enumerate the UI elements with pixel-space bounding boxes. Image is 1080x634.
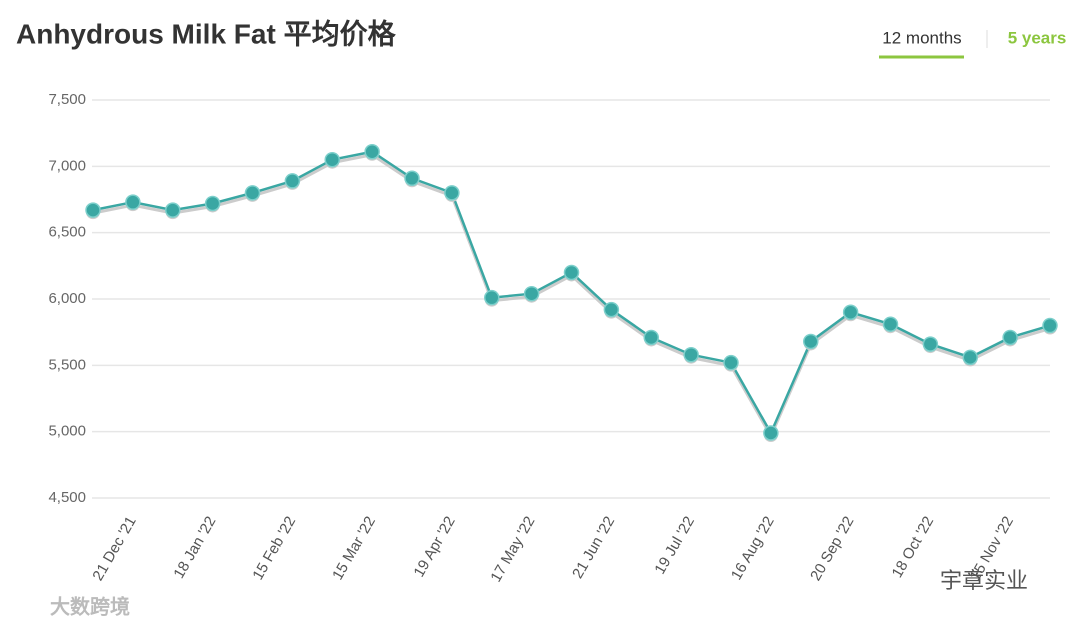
data-point bbox=[404, 170, 420, 187]
data-point bbox=[244, 185, 261, 201]
x-tick-label: 15 Feb '22 bbox=[249, 513, 299, 582]
data-point bbox=[324, 151, 340, 168]
data-point bbox=[444, 185, 460, 201]
data-point bbox=[523, 285, 540, 302]
data-point bbox=[563, 264, 580, 281]
y-tick-label: 4,500 bbox=[48, 489, 86, 506]
data-point bbox=[643, 329, 659, 346]
y-tick-label: 6,000 bbox=[48, 290, 86, 307]
data-point bbox=[683, 346, 699, 363]
data-point bbox=[922, 336, 939, 352]
data-point bbox=[603, 301, 620, 318]
x-tick-label: 15 Mar '22 bbox=[329, 513, 379, 582]
data-point bbox=[763, 425, 779, 441]
x-tick-label: 20 Sep '22 bbox=[807, 513, 857, 583]
data-point bbox=[364, 143, 380, 160]
data-point bbox=[85, 202, 101, 218]
tab[interactable]: 12 months bbox=[882, 28, 961, 47]
data-point bbox=[165, 202, 181, 218]
data-point bbox=[803, 333, 819, 350]
x-tick-label: 21 Dec '21 bbox=[89, 513, 139, 583]
watermark: 大数跨境 bbox=[50, 594, 130, 618]
y-tick-label: 7,000 bbox=[48, 157, 86, 174]
data-point bbox=[1002, 329, 1018, 346]
y-tick-label: 6,500 bbox=[48, 224, 86, 241]
data-point bbox=[882, 316, 899, 332]
data-point bbox=[204, 195, 221, 212]
y-tick-label: 5,000 bbox=[48, 423, 86, 440]
data-point bbox=[723, 354, 739, 371]
chart-title: Anhydrous Milk Fat 平均价格 bbox=[16, 18, 397, 49]
x-tick-label: 18 Oct '22 bbox=[889, 513, 938, 580]
x-tick-label: 17 May '22 bbox=[487, 513, 538, 585]
x-tick-label: 16 Aug '22 bbox=[728, 513, 778, 583]
y-tick-label: 7,500 bbox=[48, 91, 86, 108]
data-point bbox=[842, 304, 859, 321]
data-point bbox=[962, 349, 978, 366]
data-point bbox=[284, 173, 301, 189]
data-line bbox=[92, 150, 1051, 436]
data-point bbox=[484, 289, 500, 306]
tab[interactable]: 5 years bbox=[1008, 28, 1067, 47]
data-point bbox=[1042, 317, 1058, 334]
data-point bbox=[125, 194, 141, 210]
x-tick-label: 21 Jun '22 bbox=[569, 513, 618, 581]
x-tick-label: 19 Jul '22 bbox=[651, 513, 698, 577]
y-tick-label: 5,500 bbox=[48, 356, 86, 373]
watermark: 宇章实业 bbox=[940, 568, 1028, 593]
x-tick-label: 19 Apr '22 bbox=[411, 513, 459, 580]
x-tick-label: 18 Jan '22 bbox=[170, 513, 219, 581]
